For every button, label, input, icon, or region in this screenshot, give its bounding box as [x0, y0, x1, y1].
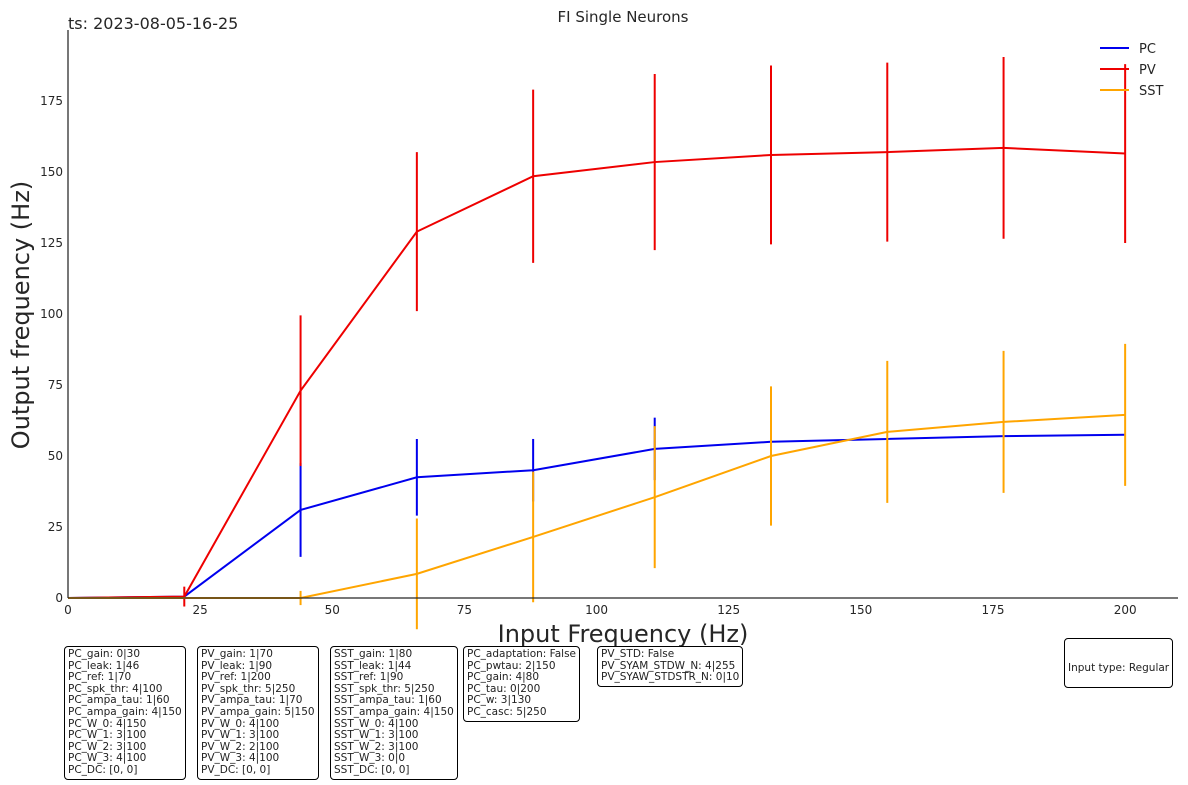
x-tick-label: 0	[64, 603, 72, 617]
param-line: SST_gain: 1|80	[334, 648, 413, 660]
param-line: SST_ampa_gain: 4|150	[334, 705, 454, 718]
param-line: PC_gain: 0|30	[68, 648, 141, 660]
x-axis-label: Input Frequency (Hz)	[498, 620, 749, 648]
legend-label-pc: PC	[1139, 42, 1156, 57]
param-line: PV_ampa_tau: 1|70	[201, 694, 303, 707]
legend-item-pc: PC	[1100, 42, 1156, 57]
y-axis: 0 25 50 75 100 125 150 175	[40, 30, 69, 605]
y-axis-label: Output frequency (Hz)	[7, 181, 35, 449]
chart-title: FI Single Neurons	[558, 8, 689, 26]
x-tick-label: 200	[1114, 603, 1137, 617]
param-line: PV_W_3: 4|100	[201, 752, 280, 765]
param-line: PV_W_0: 4|100	[201, 717, 280, 730]
legend-item-sst: SST	[1100, 84, 1164, 99]
param-line: PV_gain: 1|70	[201, 648, 273, 660]
param-line: PC_ampa_tau: 1|60	[68, 694, 170, 707]
param-box: PV_STD: False PV_SYAM_STDW_N: 4|255 PV_SYA…	[597, 646, 744, 687]
param-line: PV_DC: [0, 0]	[201, 763, 271, 776]
series-sst	[68, 343, 1127, 630]
x-tick-label: 125	[717, 603, 740, 617]
param-line: PC_pwtau: 2|150	[467, 659, 556, 672]
y-tick-label: 50	[48, 449, 63, 463]
param-line: PC_w: 3|130	[467, 694, 532, 707]
y-tick-label: 125	[40, 236, 63, 250]
param-line: PC_DC: [0, 0]	[68, 763, 138, 776]
x-tick-label: 50	[325, 603, 340, 617]
param-line: PC_W_0: 4|150	[68, 717, 147, 730]
y-tick-label: 75	[48, 378, 63, 392]
chart-legend: PC PV SST	[1100, 42, 1164, 99]
y-tick-label: 100	[40, 307, 63, 321]
param-box: PC_gain: 0|30 PC_leak: 1|46 PC_ref: 1|70 PC…	[64, 646, 186, 780]
param-line: PC_adaptation: False	[467, 648, 577, 660]
y-tick-label: 175	[40, 94, 63, 108]
x-tick-label: 150	[849, 603, 872, 617]
param-line: PC_casc: 5|250	[467, 705, 547, 718]
input-type-badge: Input type: Regular	[1064, 638, 1174, 689]
param-line: PC_leak: 1|46	[68, 659, 140, 672]
param-line: PC_W_3: 4|100	[68, 752, 147, 765]
x-axis: 0 25 50 75 100 125 150 175 200	[64, 597, 1178, 617]
y-tick-label: 0	[55, 591, 63, 605]
legend-label-pv: PV	[1139, 63, 1156, 78]
pc-line	[67, 433, 1126, 599]
param-line: PV_W_1: 3|100	[201, 729, 280, 742]
param-line: PV_SYAW_STDSTR_N: 0|10	[601, 671, 740, 684]
param-line: SST_DC: [0, 0]	[334, 763, 410, 776]
param-line: PV_ampa_gain: 5|150	[201, 705, 315, 718]
pv-line	[67, 146, 1126, 599]
param-line: PC_spk_thr: 4|100	[68, 682, 163, 695]
param-line: PC_ref: 1|70	[68, 671, 132, 684]
param-line: SST_spk_thr: 5|250	[334, 682, 435, 695]
series-pv	[67, 56, 1127, 607]
param-line: SST_W_0: 4|100	[334, 717, 419, 730]
x-tick-label: 100	[585, 603, 608, 617]
param-line: PV_spk_thr: 5|250	[201, 682, 296, 695]
param-line: PC_tau: 0|200	[467, 682, 541, 695]
param-line: PC_ampa_gain: 4|150	[68, 705, 182, 718]
param-line: SST_ref: 1|90	[334, 671, 404, 684]
param-line: PV_STD: False	[601, 648, 675, 660]
sst-line	[68, 413, 1126, 599]
param-line: SST_W_2: 3|100	[334, 740, 419, 753]
param-line: PC_gain: 4|80	[467, 671, 540, 684]
param-line: PV_SYAM_STDW_N: 4|255	[601, 659, 736, 672]
series-pc	[67, 417, 1126, 599]
y-tick-label: 25	[48, 520, 63, 534]
timestamp-label: ts: 2023-08-05-16-25	[68, 14, 238, 33]
legend-item-pv: PV	[1100, 63, 1156, 78]
param-line: SST_W_1: 3|100	[334, 729, 419, 742]
param-line: PV_W_2: 2|100	[201, 740, 280, 753]
input-type-label: Input type: Regular	[1068, 662, 1170, 675]
param-line: PC_W_1: 3|100	[68, 729, 147, 742]
param-line: PV_ref: 1|200	[201, 671, 271, 684]
y-tick-label: 150	[40, 165, 63, 179]
param-line: SST_ampa_tau: 1|60	[334, 694, 442, 707]
x-tick-label: 75	[457, 603, 472, 617]
x-tick-label: 175	[982, 603, 1005, 617]
param-line: SST_W_3: 0|0	[334, 752, 406, 765]
x-tick-label: 25	[193, 603, 208, 617]
legend-label-sst: SST	[1139, 84, 1164, 99]
plot-area	[67, 56, 1127, 630]
param-box: SST_gain: 1|80 SST_leak: 1|44 SST_ref: 1|9…	[330, 646, 458, 780]
param-box: PC_adaptation: False PC_pwtau: 2|150 PC_ga…	[463, 646, 581, 722]
param-line: SST_leak: 1|44	[334, 659, 412, 672]
param-box: PV_gain: 1|70 PV_leak: 1|90 PV_ref: 1|200 P…	[197, 646, 319, 780]
param-line: PC_W_2: 3|100	[68, 740, 147, 753]
param-line: PV_leak: 1|90	[201, 659, 273, 672]
